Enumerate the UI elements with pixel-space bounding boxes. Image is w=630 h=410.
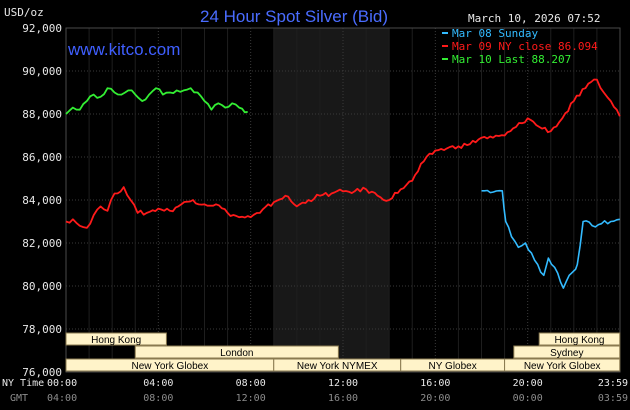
market-session-label: London <box>220 348 253 359</box>
y-tick-label: 86,000 <box>22 151 62 164</box>
market-session-box <box>504 358 621 372</box>
x-tick-label-gmt: 04:00 <box>47 393 77 404</box>
timestamp: March 10, 2026 07:52 <box>468 12 600 25</box>
market-session-label: New York Globex <box>132 361 209 372</box>
y-tick-label: 84,000 <box>22 194 62 207</box>
x-tick-label-ny: 12:00 <box>328 378 358 389</box>
x-tick-label-ny: 00:00 <box>47 378 77 389</box>
y-tick-label: 80,000 <box>22 280 62 293</box>
y-tick-label: 88,000 <box>22 108 62 121</box>
plot-area: Hong Kong Hong Kong London Sydney New York G… <box>65 27 621 373</box>
market-session-label: NY Globex <box>429 361 477 372</box>
series-line <box>65 78 621 229</box>
market-session-label: New York Globex <box>524 361 601 372</box>
chart-title: 24 Hour Spot Silver (Bid) <box>200 7 388 26</box>
x-axis-label-nytime: NY Time <box>2 378 44 389</box>
market-session-label: New York NYMEX <box>297 361 378 372</box>
x-tick-label-gmt: 16:00 <box>328 393 358 404</box>
market-session-box <box>538 332 621 346</box>
market-session-label: Sydney <box>550 348 583 359</box>
market-session-box <box>513 345 621 359</box>
x-tick-label-gmt: 20:00 <box>420 393 450 404</box>
market-session-label: Hong Kong <box>554 335 604 346</box>
y-tick-label: 90,000 <box>22 65 62 78</box>
y-tick-label: 92,000 <box>22 22 62 35</box>
legend-entry: Mar 10 Last 88.207 <box>452 53 571 66</box>
x-tick-label-ny: 16:00 <box>420 378 450 389</box>
x-tick-label-ny: 23:59 <box>598 378 628 389</box>
market-session-box <box>65 332 167 346</box>
x-axis-ticks: 00:00 04:00 04:00 08:00 08:00 12:00 12:00 16:00… <box>47 378 628 404</box>
plot-border <box>65 27 621 373</box>
series-line <box>65 87 248 115</box>
y-tick-label: 78,000 <box>22 323 62 336</box>
x-tick-label-gmt: 12:00 <box>236 393 266 404</box>
y-axis-ticks: 92,000 90,000 88,000 86,000 84,000 82,000 80,0… <box>22 22 62 379</box>
x-tick-label-gmt: 00:00 <box>513 393 543 404</box>
x-axis-label-gmt: GMT <box>10 393 28 404</box>
source-watermark[interactable]: www.kitco.com <box>67 40 180 59</box>
x-tick-label-gmt: 08:00 <box>143 393 173 404</box>
market-session-box <box>134 345 339 359</box>
series-line <box>481 189 620 289</box>
x-tick-label-ny: 20:00 <box>513 378 543 389</box>
x-tick-label-ny: 04:00 <box>143 378 173 389</box>
y-tick-label: 76,000 <box>22 366 62 379</box>
market-sessions: Hong Kong Hong Kong London Sydney New York G… <box>65 332 621 372</box>
x-tick-label-gmt: 03:59 <box>598 393 628 404</box>
legend-entry: Mar 08 Sunday <box>452 27 538 40</box>
y-tick-label: 82,000 <box>22 237 62 250</box>
market-session-label: Hong Kong <box>91 335 141 346</box>
y-axis-label: USD/oz <box>4 6 44 19</box>
legend-entry: Mar 09 NY close 86.094 <box>452 40 598 53</box>
series-layer <box>65 78 621 289</box>
x-tick-label-ny: 08:00 <box>236 378 266 389</box>
